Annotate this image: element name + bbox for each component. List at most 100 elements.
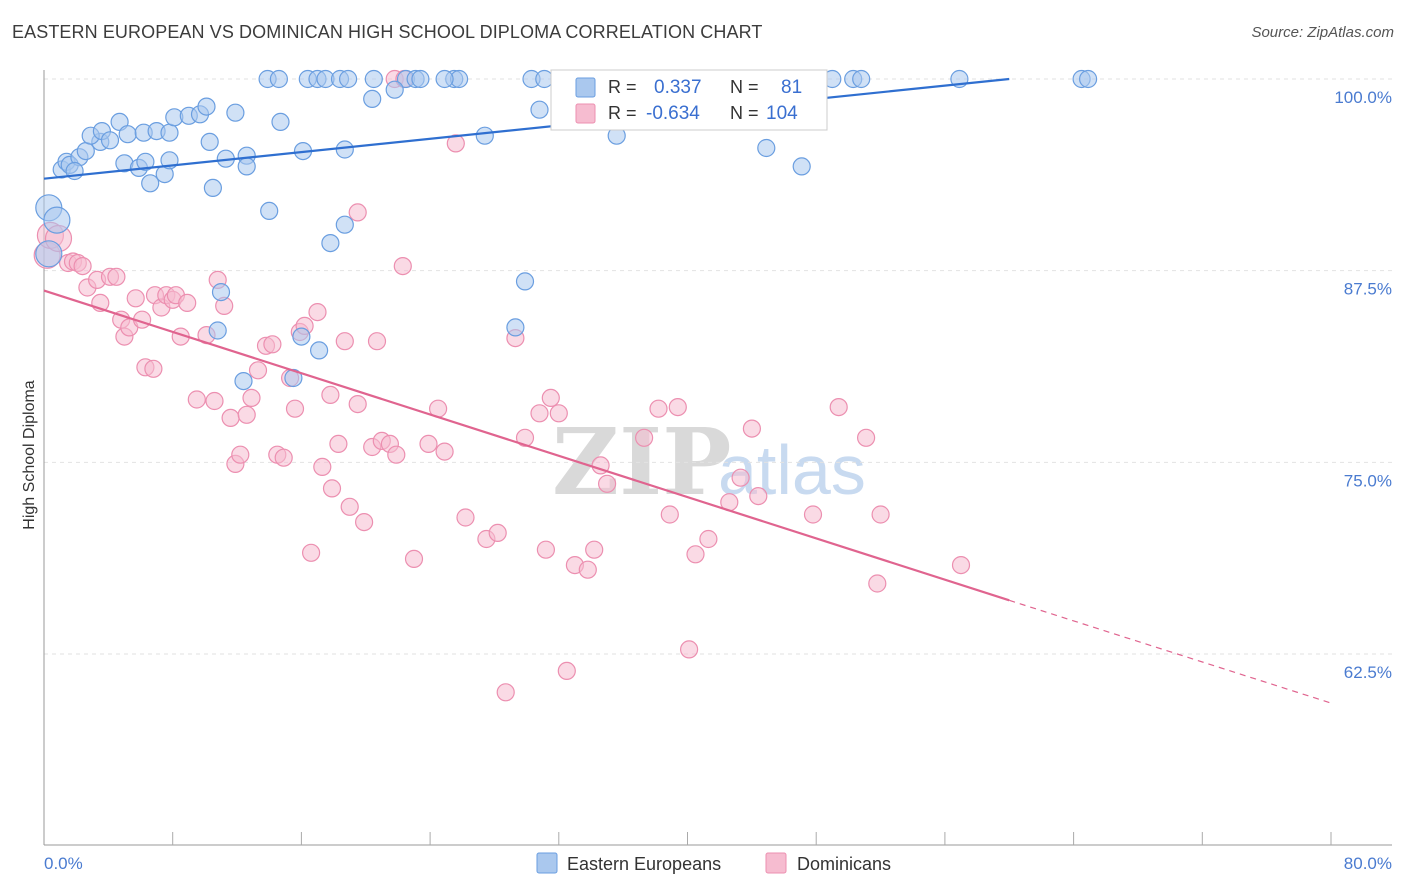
dominican-point (597, 474, 617, 493)
dominican-point (348, 203, 367, 222)
eastern-european-point (292, 327, 311, 346)
pink-r-label: R = (608, 103, 637, 123)
dominican-point (248, 361, 268, 380)
eastern-european-point (385, 80, 404, 99)
dominican-point (242, 388, 261, 407)
eastern-european-point (234, 372, 253, 391)
pink-n-value: 104 (766, 103, 798, 124)
dominican-point (686, 545, 705, 564)
dominican-point (634, 428, 654, 447)
legend-label-eastern-europeans: Eastern Europeans (567, 854, 721, 874)
x-tick-label-max: 80.0% (1344, 854, 1392, 873)
dominican-point (387, 445, 406, 464)
dominican-point (557, 661, 576, 681)
legend-label-dominicans: Dominicans (797, 854, 891, 874)
blue-n-label: N = (730, 77, 759, 97)
eastern-european-point (435, 69, 454, 89)
dominican-point (868, 574, 887, 593)
dominican-point (321, 385, 340, 404)
dominican-point (340, 497, 359, 516)
eastern-european-point (271, 112, 290, 132)
eastern-european-point (100, 131, 120, 150)
dominican-point (231, 445, 250, 464)
dominican-point (731, 468, 750, 487)
dominican-point (187, 390, 206, 409)
blue-r-value: 0.337 (654, 77, 702, 98)
dominican-point (126, 289, 145, 308)
eastern-european-point (335, 140, 354, 159)
dominican-point (803, 505, 823, 524)
blue-n-value: 81 (781, 77, 802, 98)
dominican-point (285, 399, 305, 418)
eastern-european-point (1078, 69, 1098, 89)
stats-legend: R = 0.337 N = 81 R = -0.634 N = 104 (550, 69, 828, 131)
eastern-european-point (339, 69, 358, 89)
dominican-point (668, 398, 687, 417)
dominican-point (302, 543, 321, 562)
dominican-point (549, 404, 568, 423)
eastern-european-point (364, 69, 383, 89)
dominican-point (404, 549, 424, 569)
dominican-point (856, 428, 876, 447)
eastern-european-point (792, 157, 811, 176)
y-tick-labels: 62.5% 75.0% 87.5% 100.0% (1334, 88, 1392, 682)
chart-title: EASTERN EUROPEAN VS DOMINICAN HIGH SCHOO… (12, 22, 763, 42)
eastern-european-point (197, 97, 216, 116)
eastern-european-point (260, 201, 279, 220)
dominican-point (679, 640, 699, 659)
dominican-point (393, 257, 412, 276)
eastern-europeans-trend-line (43, 77, 1010, 180)
dominican-point (329, 434, 348, 453)
dominican-point (335, 332, 354, 351)
x-ticks (172, 832, 1332, 845)
dominican-point (144, 359, 163, 378)
dominican-point (649, 399, 668, 418)
eastern-european-point (35, 240, 63, 268)
pink-n-label: N = (730, 103, 759, 123)
dominican-point (308, 303, 327, 322)
dominican-point (274, 448, 293, 467)
eastern-european-point (200, 132, 219, 151)
dominican-point (749, 487, 768, 506)
trend-lines (43, 77, 1332, 704)
dominican-point (496, 683, 515, 702)
dominican-point (829, 398, 848, 417)
dominican-point (578, 560, 597, 579)
eastern-european-point (757, 138, 776, 158)
dominican-point (515, 428, 535, 447)
dominican-point (585, 540, 604, 559)
dominican-point (178, 293, 197, 312)
eastern-european-point (43, 206, 71, 234)
eastern-european-point (475, 126, 494, 145)
eastern-european-point (203, 178, 222, 197)
dominicans-trend-extension (1009, 599, 1332, 704)
eastern-european-point (237, 157, 256, 176)
eastern-european-point (335, 215, 354, 234)
source-label: Source: ZipAtlas.com (1251, 24, 1394, 41)
x-tick-label-min: 0.0% (44, 854, 83, 873)
dominican-point (419, 434, 438, 453)
dominican-point (536, 540, 556, 559)
eastern-european-point (141, 174, 160, 193)
dominican-point (446, 134, 465, 153)
legend-swatch-dominicans (765, 852, 787, 874)
eastern-european-point (118, 125, 137, 144)
eastern-european-point (269, 69, 288, 89)
pink-r-value: -0.634 (646, 103, 700, 124)
eastern-european-point (363, 89, 382, 109)
y-axis-title: High School Diploma (21, 380, 38, 530)
dominican-point (488, 523, 507, 543)
dominican-point (742, 419, 762, 438)
dominican-point (73, 257, 92, 276)
eastern-european-point (852, 69, 871, 89)
dominican-point (871, 505, 890, 524)
y-tick-label: 100.0% (1334, 88, 1392, 107)
legend-swatch-eastern-europeans (536, 852, 558, 874)
eastern-european-point (76, 142, 95, 161)
eastern-european-point (321, 234, 340, 253)
dominicans-trend-line (43, 289, 1010, 602)
dominican-point (107, 267, 126, 286)
eastern-european-point (530, 100, 549, 119)
dominican-point (237, 405, 256, 424)
